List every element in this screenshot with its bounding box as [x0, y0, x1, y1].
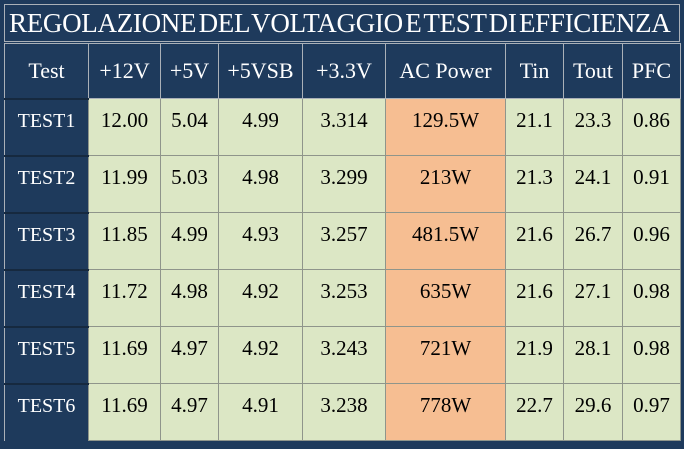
table-cell: 3.257	[302, 212, 386, 270]
table-cell: 11.99	[88, 155, 161, 213]
table-cell: 12.00	[88, 98, 161, 156]
column-header-tout: Tout	[563, 43, 623, 99]
table-cell: 21.3	[505, 155, 564, 213]
table-cell: 778W	[385, 383, 506, 441]
table-body: TEST1 12.00 5.04 4.99 3.314 129.5W 21.1 23.3 0.8…	[4, 97, 681, 441]
table-cell: 11.85	[88, 212, 161, 270]
table-row: TEST6 11.69 4.97 4.91 3.238 778W 22.7 29.6 0.97	[4, 382, 681, 441]
table-cell: 27.1	[563, 269, 623, 327]
table-row: TEST1 12.00 5.04 4.99 3.314 129.5W 21.1 23.3 0.8…	[4, 97, 681, 156]
results-table: Test +12V +5V +5VSB +3.3V AC Power Tin Tout PFC …	[4, 43, 681, 441]
table-cell: 4.91	[218, 383, 303, 441]
table-cell: 11.69	[88, 326, 161, 384]
table-row: TEST4 11.72 4.98 4.92 3.253 635W 21.6 27.1 0.98	[4, 268, 681, 327]
table-cell: 5.03	[160, 155, 219, 213]
table-cell: 4.99	[160, 212, 219, 270]
table-title: REGOLAZIONE DEL VOLTAGGIO E TEST DI EFFI…	[4, 4, 680, 42]
table-cell: 4.97	[160, 326, 219, 384]
table-cell: 4.97	[160, 383, 219, 441]
table-cell: 11.72	[88, 269, 161, 327]
row-header: TEST3	[4, 211, 89, 270]
table-cell: 0.98	[622, 326, 681, 384]
table-cell: 635W	[385, 269, 506, 327]
table-cell: 3.238	[302, 383, 386, 441]
table-cell: 0.97	[622, 383, 681, 441]
table-cell: 0.98	[622, 269, 681, 327]
table-cell: 21.1	[505, 98, 564, 156]
table-cell: 21.9	[505, 326, 564, 384]
row-header: TEST5	[4, 325, 89, 384]
table-cell: 129.5W	[385, 98, 506, 156]
row-header: TEST4	[4, 268, 89, 327]
table-cell: 0.86	[622, 98, 681, 156]
column-header-test: Test	[4, 43, 89, 99]
table-cell: 4.92	[218, 269, 303, 327]
table-cell: 29.6	[563, 383, 623, 441]
table-cell: 21.6	[505, 212, 564, 270]
table-cell: 481.5W	[385, 212, 506, 270]
table-cell: 3.299	[302, 155, 386, 213]
table-cell: 26.7	[563, 212, 623, 270]
table-cell: 4.99	[218, 98, 303, 156]
header-row: Test +12V +5V +5VSB +3.3V AC Power Tin Tout PFC	[4, 43, 681, 99]
table-cell: 0.91	[622, 155, 681, 213]
row-header: TEST2	[4, 154, 89, 213]
row-header: TEST6	[4, 382, 89, 441]
table-cell: 4.92	[218, 326, 303, 384]
column-header-tin: Tin	[505, 43, 564, 99]
column-header-12v: +12V	[88, 43, 161, 99]
table-cell: 3.243	[302, 326, 386, 384]
table-row: TEST3 11.85 4.99 4.93 3.257 481.5W 21.6 26.7 0.9…	[4, 211, 681, 270]
table-cell: 4.98	[218, 155, 303, 213]
table-cell: 4.98	[160, 269, 219, 327]
table-cell: 0.96	[622, 212, 681, 270]
table-row: TEST5 11.69 4.97 4.92 3.243 721W 21.9 28.1 0.98	[4, 325, 681, 384]
table-cell: 4.93	[218, 212, 303, 270]
table-cell: 21.6	[505, 269, 564, 327]
table-cell: 3.314	[302, 98, 386, 156]
table-cell: 22.7	[505, 383, 564, 441]
table-row: TEST2 11.99 5.03 4.98 3.299 213W 21.3 24.1 0.91	[4, 154, 681, 213]
column-header-3-3v: +3.3V	[302, 43, 386, 99]
table-cell: 24.1	[563, 155, 623, 213]
table-cell: 11.69	[88, 383, 161, 441]
table-cell: 28.1	[563, 326, 623, 384]
table-cell: 3.253	[302, 269, 386, 327]
column-header-pfc: PFC	[622, 43, 681, 99]
row-header: TEST1	[4, 97, 89, 156]
table-cell: 5.04	[160, 98, 219, 156]
table-cell: 23.3	[563, 98, 623, 156]
table-cell: 213W	[385, 155, 506, 213]
table-cell: 721W	[385, 326, 506, 384]
column-header-5vsb: +5VSB	[218, 43, 303, 99]
column-header-ac-power: AC Power	[385, 43, 506, 99]
column-header-5v: +5V	[160, 43, 219, 99]
